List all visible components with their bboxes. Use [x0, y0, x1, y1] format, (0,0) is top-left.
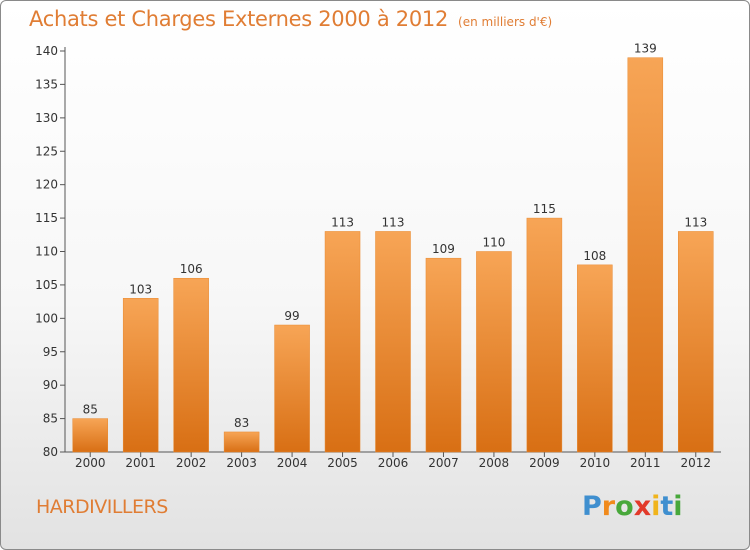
logo-letter: t — [660, 491, 674, 522]
y-tick-label: 95 — [43, 345, 58, 359]
axes: 80 85 90 95 100 105 110 115 120 125 130 135 140 2000 2… — [35, 44, 721, 470]
logo-letter: i — [651, 491, 661, 522]
data-labels: 85 103 106 83 99 113 113 109 110 115 108 139 113 — [83, 42, 708, 430]
logo-letter: P — [582, 491, 602, 522]
bar-2005 — [324, 231, 361, 453]
x-tick-label: 2012 — [680, 456, 711, 470]
logo-letter: r — [601, 491, 616, 522]
x-tick-label: 2011 — [630, 456, 661, 470]
chart-title-text: Achats et Charges Externes 2000 à 2012 — [29, 7, 449, 31]
bar-2000 — [72, 418, 108, 453]
x-tick-label: 2005 — [327, 456, 358, 470]
y-tick-label: 105 — [35, 278, 58, 292]
bar-2011 — [627, 57, 664, 453]
data-label-2011: 139 — [634, 42, 657, 56]
y-tick-label: 130 — [35, 111, 58, 125]
data-label-2001: 103 — [129, 282, 152, 296]
y-tick-label: 90 — [43, 378, 58, 392]
data-label-2007: 109 — [432, 242, 455, 256]
data-label-2000: 85 — [83, 403, 98, 417]
data-label-2005: 113 — [331, 215, 354, 229]
data-label-2002: 106 — [180, 262, 203, 276]
bar-2001 — [122, 298, 159, 453]
logo-letter: x — [633, 491, 652, 522]
y-tick-label: 110 — [35, 245, 58, 259]
y-tick-label: 120 — [35, 178, 58, 192]
y-tick-label: 80 — [43, 445, 58, 459]
y-tick-label: 140 — [35, 44, 58, 58]
x-tick-label: 2007 — [428, 456, 459, 470]
data-label-2003: 83 — [234, 416, 249, 430]
x-tick-label: 2004 — [277, 456, 308, 470]
chart-title: Achats et Charges Externes 2000 à 2012 (e… — [29, 7, 552, 31]
data-label-2012: 113 — [684, 215, 707, 229]
data-label-2006: 113 — [382, 215, 405, 229]
logo-letter: o — [615, 491, 634, 522]
y-tick-label: 85 — [43, 412, 58, 426]
data-label-2008: 110 — [482, 236, 505, 250]
bar-2007 — [425, 257, 462, 453]
chart-subtitle: (en milliers d'€) — [458, 15, 553, 29]
y-tick-label: 100 — [35, 311, 58, 325]
x-tick-label: 2001 — [125, 456, 156, 470]
bar-2009 — [526, 217, 563, 453]
x-tick-label: 2008 — [479, 456, 510, 470]
y-tick-label: 115 — [35, 211, 58, 225]
bar-2008 — [476, 251, 512, 453]
logo-letter: i — [673, 491, 683, 522]
x-tick-label: 2006 — [378, 456, 409, 470]
y-tick-label: 125 — [35, 144, 58, 158]
town-name: HARDIVILLERS — [36, 496, 168, 518]
bar-2006 — [375, 231, 411, 453]
x-tick-label: 2000 — [75, 456, 106, 470]
x-tick-label: 2002 — [176, 456, 207, 470]
bar-2003 — [223, 431, 260, 453]
bar-2004 — [274, 324, 310, 453]
data-label-2009: 115 — [533, 202, 556, 216]
bar-2002 — [173, 277, 209, 453]
x-tick-label: 2003 — [226, 456, 257, 470]
bar-2010 — [577, 264, 613, 453]
y-tick-label: 135 — [35, 77, 58, 91]
data-label-2004: 99 — [284, 309, 299, 323]
data-label-2010: 108 — [583, 249, 606, 263]
x-tick-label: 2009 — [529, 456, 560, 470]
x-tick-label: 2010 — [580, 456, 611, 470]
bars — [72, 57, 714, 453]
bar-2012 — [678, 231, 714, 453]
proxiti-logo[interactable]: Proxiti — [582, 491, 683, 522]
